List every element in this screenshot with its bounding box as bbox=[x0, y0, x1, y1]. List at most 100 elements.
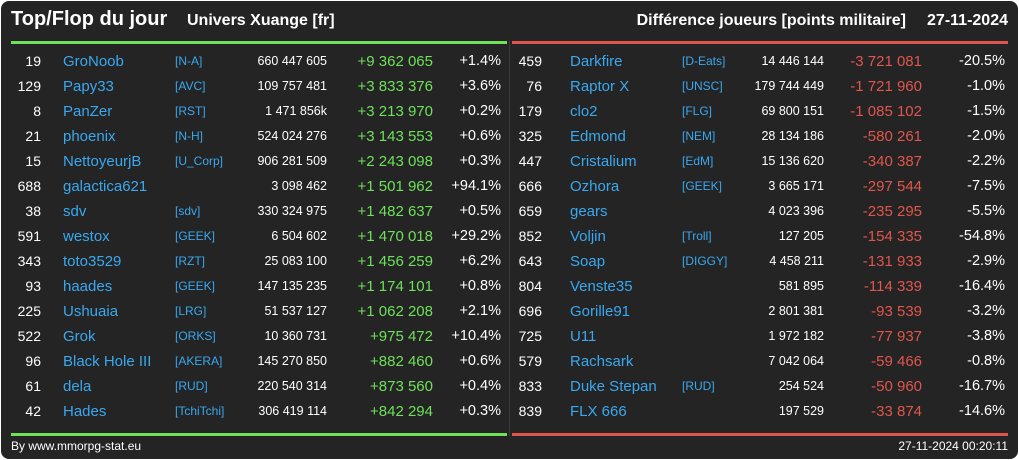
player-name-link[interactable]: GroNoob bbox=[63, 53, 124, 70]
flop-row: 579 Rachsark 7 042 064 -59 466 -0.8% bbox=[512, 349, 1008, 374]
alliance-tag-link[interactable]: [NEM] bbox=[682, 129, 716, 143]
player-name-link[interactable]: toto3529 bbox=[63, 253, 122, 270]
player-name-link[interactable]: U11 bbox=[570, 328, 597, 345]
player-name-link[interactable]: clo2 bbox=[570, 103, 598, 120]
player-name-link[interactable]: Grok bbox=[63, 328, 96, 345]
player-rank: 852 bbox=[518, 228, 542, 244]
player-rank: 725 bbox=[518, 328, 542, 344]
flop-row: 76 Raptor X [UNSC] 179 744 449 -1 721 960 -1.… bbox=[512, 74, 1008, 99]
player-name-link[interactable]: Soap bbox=[570, 253, 606, 270]
header-date: 27-11-2024 bbox=[927, 12, 1008, 29]
player-name-link[interactable]: galactica621 bbox=[63, 178, 148, 195]
player-name-link[interactable]: gears bbox=[570, 203, 608, 220]
percent-change: +0.3% bbox=[459, 153, 501, 169]
player-points: 3 665 171 bbox=[768, 179, 824, 193]
alliance-tag-link[interactable]: [EdM] bbox=[682, 154, 714, 168]
alliance-tag-link[interactable]: [ORKS] bbox=[175, 329, 216, 343]
top-panel: 19 GroNoob [N-A] 660 447 605 +9 362 065 +1.4%… bbox=[11, 41, 507, 436]
player-points: 1 972 182 bbox=[768, 329, 824, 343]
player-name-link[interactable]: PanZer bbox=[63, 103, 113, 120]
player-rank: 343 bbox=[17, 253, 41, 269]
alliance-tag-link[interactable]: [AKERA] bbox=[175, 354, 223, 368]
player-name-link[interactable]: Duke Stepan bbox=[570, 378, 657, 395]
percent-change: -2.9% bbox=[967, 253, 1005, 269]
player-name-link[interactable]: Hades bbox=[63, 403, 107, 420]
points-difference: -154 335 bbox=[862, 228, 922, 245]
alliance-tag-link[interactable]: [RUD] bbox=[682, 379, 715, 393]
alliance-tag-link[interactable]: [FLG] bbox=[682, 104, 713, 118]
alliance-tag-link[interactable]: [TchiTchi] bbox=[175, 404, 225, 418]
percent-change: -7.5% bbox=[967, 178, 1005, 194]
player-name-link[interactable]: Rachsark bbox=[570, 353, 634, 370]
percent-change: -0.8% bbox=[967, 353, 1005, 369]
percent-change: +0.8% bbox=[459, 278, 501, 294]
top-row: 15 NettoyeurjB [U_Corp] 906 281 509 +2 243 0… bbox=[11, 149, 507, 174]
player-name-link[interactable]: FLX 666 bbox=[570, 403, 627, 420]
alliance-tag-link[interactable]: [GEEK] bbox=[682, 179, 723, 193]
footer-credit: By www.mmorpg-stat.eu bbox=[11, 439, 142, 453]
percent-change: -5.5% bbox=[967, 203, 1005, 219]
player-name-link[interactable]: phoenix bbox=[63, 128, 116, 145]
flop-row: 447 Cristalium [EdM] 15 136 620 -340 387 -2.2… bbox=[512, 149, 1008, 174]
alliance-tag-link[interactable]: [AVC] bbox=[175, 79, 206, 93]
alliance-tag-link[interactable]: [N-A] bbox=[175, 54, 203, 68]
top-row: 93 haades [GEEK] 147 135 235 +1 174 101 +0.8% bbox=[11, 274, 507, 299]
player-points: 330 324 975 bbox=[257, 204, 327, 218]
percent-change: +1.4% bbox=[459, 53, 501, 69]
flop-row: 833 Duke Stepan [RUD] 254 524 -50 960 -16.7% bbox=[512, 374, 1008, 399]
metric-label: Différence joueurs [points militaire] bbox=[636, 12, 906, 29]
player-name-link[interactable]: Darkfire bbox=[570, 53, 623, 70]
player-rank: 696 bbox=[518, 303, 542, 319]
player-name-link[interactable]: Gorille91 bbox=[570, 303, 631, 320]
player-name-link[interactable]: Ushuaia bbox=[63, 303, 119, 320]
alliance-tag-link[interactable]: [GEEK] bbox=[175, 229, 216, 243]
player-points: 179 744 449 bbox=[754, 79, 824, 93]
alliance-tag-link[interactable]: [RZT] bbox=[175, 254, 205, 268]
alliance-tag-link[interactable]: [GEEK] bbox=[175, 279, 216, 293]
points-difference: -50 960 bbox=[871, 378, 922, 395]
top-list: 19 GroNoob [N-A] 660 447 605 +9 362 065 +1.4%… bbox=[11, 49, 507, 424]
alliance-tag-link[interactable]: [D-Eats] bbox=[682, 54, 726, 68]
percent-change: +0.3% bbox=[459, 403, 501, 419]
player-name-link[interactable]: Venste35 bbox=[570, 278, 633, 295]
player-rank: 179 bbox=[518, 103, 542, 119]
alliance-tag-link[interactable]: [DIGGY] bbox=[682, 254, 728, 268]
player-rank: 42 bbox=[25, 403, 41, 419]
alliance-tag-link[interactable]: [UNSC] bbox=[682, 79, 723, 93]
player-name-link[interactable]: haades bbox=[63, 278, 113, 295]
points-difference: +3 143 553 bbox=[357, 128, 434, 145]
footer-timestamp: 27-11-2024 00:20:11 bbox=[898, 439, 1008, 453]
percent-change: -20.5% bbox=[959, 53, 1005, 69]
top-row: 591 westox [GEEK] 6 504 602 +1 470 018 +29.2% bbox=[11, 224, 507, 249]
player-rank: 839 bbox=[518, 403, 542, 419]
points-difference: +1 482 637 bbox=[357, 203, 434, 220]
player-rank: 688 bbox=[17, 178, 41, 194]
flop-row: 643 Soap [DIGGY] 4 458 211 -131 933 -2.9% bbox=[512, 249, 1008, 274]
player-rank: 804 bbox=[518, 278, 542, 294]
alliance-tag-link[interactable]: [RST] bbox=[175, 104, 206, 118]
alliance-tag-link[interactable]: [RUD] bbox=[175, 379, 208, 393]
player-points: 7 042 064 bbox=[768, 354, 824, 368]
alliance-tag-link[interactable]: [Troll] bbox=[682, 229, 712, 243]
player-name-link[interactable]: sdv bbox=[63, 203, 87, 220]
player-name-link[interactable]: dela bbox=[63, 378, 92, 395]
player-name-link[interactable]: Black Hole III bbox=[63, 353, 152, 370]
player-name-link[interactable]: Ozhora bbox=[570, 178, 620, 195]
alliance-tag-link[interactable]: [U_Corp] bbox=[175, 154, 224, 168]
alliance-tag-link[interactable]: [N-H] bbox=[175, 129, 203, 143]
top-accent-line bbox=[11, 41, 507, 44]
points-difference: +9 362 065 bbox=[357, 53, 434, 70]
player-name-link[interactable]: westox bbox=[63, 228, 110, 245]
player-name-link[interactable]: Edmond bbox=[570, 128, 626, 145]
player-name-link[interactable]: Cristalium bbox=[570, 153, 637, 170]
player-name-link[interactable]: Voljin bbox=[570, 228, 606, 245]
flop-row: 839 FLX 666 197 529 -33 874 -14.6% bbox=[512, 399, 1008, 424]
player-name-link[interactable]: NettoyeurjB bbox=[63, 153, 142, 170]
player-rank: 459 bbox=[518, 53, 542, 69]
player-points: 127 205 bbox=[778, 229, 824, 243]
player-name-link[interactable]: Papy33 bbox=[63, 78, 114, 95]
points-difference: +882 460 bbox=[370, 353, 433, 370]
alliance-tag-link[interactable]: [LRG] bbox=[175, 304, 207, 318]
player-name-link[interactable]: Raptor X bbox=[570, 78, 630, 95]
alliance-tag-link[interactable]: [sdv] bbox=[175, 204, 201, 218]
